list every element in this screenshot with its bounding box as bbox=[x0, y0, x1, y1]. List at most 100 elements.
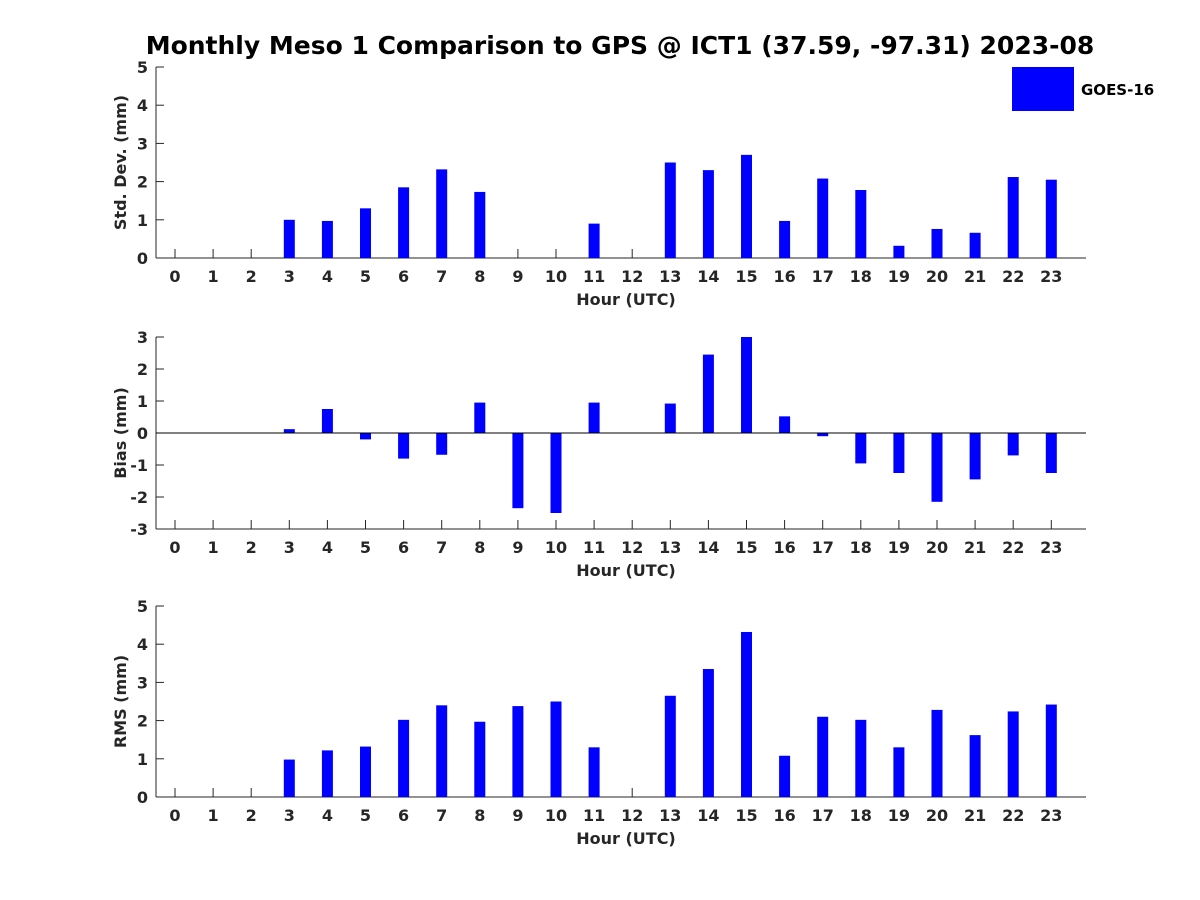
bar bbox=[550, 701, 562, 797]
y-tick-label: 1 bbox=[137, 392, 148, 411]
bar bbox=[817, 433, 829, 437]
legend: GOES-16 bbox=[1012, 67, 1154, 111]
x-tick-label: 23 bbox=[1040, 538, 1062, 557]
bar bbox=[664, 695, 676, 797]
y-tick-label: 0 bbox=[137, 788, 148, 807]
bar bbox=[817, 178, 829, 258]
legend-swatch bbox=[1012, 67, 1074, 111]
x-tick-label: 4 bbox=[322, 806, 333, 825]
bar bbox=[931, 709, 943, 797]
x-axis-label: Hour (UTC) bbox=[576, 829, 676, 848]
bar bbox=[283, 429, 295, 433]
x-axis-label: Hour (UTC) bbox=[576, 290, 676, 309]
bar bbox=[664, 403, 676, 433]
x-tick-label: 18 bbox=[850, 538, 872, 557]
x-tick-label: 22 bbox=[1002, 806, 1024, 825]
bar bbox=[321, 220, 333, 258]
x-tick-label: 8 bbox=[474, 538, 485, 557]
x-tick-label: 7 bbox=[436, 806, 447, 825]
x-tick-label: 12 bbox=[621, 538, 643, 557]
bar bbox=[741, 337, 752, 433]
bar bbox=[969, 232, 981, 258]
bar bbox=[855, 433, 867, 464]
bar bbox=[321, 750, 333, 797]
y-tick-label: 4 bbox=[137, 635, 148, 654]
x-tick-label: 13 bbox=[659, 806, 681, 825]
bar bbox=[588, 747, 600, 797]
bar bbox=[550, 433, 562, 513]
bar bbox=[931, 433, 943, 502]
x-tick-label: 5 bbox=[360, 538, 371, 557]
bar bbox=[664, 162, 676, 258]
x-tick-label: 8 bbox=[474, 267, 485, 286]
x-tick-label: 15 bbox=[735, 806, 757, 825]
bar bbox=[474, 191, 486, 258]
bar bbox=[855, 719, 867, 797]
bar bbox=[1045, 179, 1057, 258]
x-tick-label: 20 bbox=[926, 538, 948, 557]
x-tick-label: 19 bbox=[888, 538, 910, 557]
x-tick-label: 0 bbox=[169, 806, 180, 825]
bar bbox=[1007, 433, 1019, 456]
x-tick-label: 20 bbox=[926, 806, 948, 825]
bar bbox=[398, 719, 410, 797]
x-tick-label: 18 bbox=[850, 806, 872, 825]
x-tick-label: 6 bbox=[398, 806, 409, 825]
x-tick-label: 22 bbox=[1002, 267, 1024, 286]
y-axis-label: RMS (mm) bbox=[111, 655, 130, 748]
bar bbox=[588, 402, 600, 433]
x-tick-label: 18 bbox=[850, 267, 872, 286]
x-tick-label: 0 bbox=[169, 538, 180, 557]
bar bbox=[893, 245, 905, 258]
bar bbox=[398, 187, 410, 258]
bar bbox=[855, 190, 867, 258]
bar bbox=[474, 402, 486, 433]
x-tick-label: 5 bbox=[360, 267, 371, 286]
y-tick-label: -2 bbox=[130, 488, 148, 507]
bar bbox=[474, 721, 486, 797]
bar bbox=[969, 735, 981, 797]
bar bbox=[1007, 177, 1019, 258]
x-tick-label: 3 bbox=[284, 538, 295, 557]
bar bbox=[702, 354, 714, 433]
bar bbox=[360, 433, 371, 440]
x-tick-label: 16 bbox=[773, 267, 795, 286]
bar bbox=[283, 219, 295, 258]
bar bbox=[702, 170, 714, 258]
bar bbox=[1045, 433, 1057, 473]
x-tick-label: 9 bbox=[512, 267, 523, 286]
x-tick-label: 12 bbox=[621, 806, 643, 825]
x-tick-label: 1 bbox=[208, 538, 219, 557]
x-tick-label: 15 bbox=[735, 267, 757, 286]
bar bbox=[512, 706, 524, 797]
x-tick-label: 16 bbox=[773, 806, 795, 825]
bar bbox=[436, 169, 448, 258]
y-tick-label: 2 bbox=[137, 360, 148, 379]
y-tick-label: 5 bbox=[137, 58, 148, 77]
x-tick-label: 23 bbox=[1040, 806, 1062, 825]
bar bbox=[969, 433, 981, 480]
y-tick-label: -3 bbox=[130, 520, 148, 539]
x-tick-label: 11 bbox=[583, 538, 605, 557]
y-tick-label: 3 bbox=[137, 328, 148, 347]
y-tick-label: 2 bbox=[137, 173, 148, 192]
x-tick-label: 9 bbox=[512, 538, 523, 557]
x-tick-label: 2 bbox=[246, 267, 257, 286]
x-tick-label: 3 bbox=[284, 806, 295, 825]
x-tick-label: 14 bbox=[697, 538, 719, 557]
bar bbox=[931, 228, 943, 258]
y-tick-label: 5 bbox=[137, 597, 148, 616]
x-tick-label: 7 bbox=[436, 538, 447, 557]
x-tick-label: 21 bbox=[964, 267, 986, 286]
x-tick-label: 22 bbox=[1002, 538, 1024, 557]
y-tick-label: 0 bbox=[137, 424, 148, 443]
bar bbox=[817, 716, 829, 797]
x-tick-label: 3 bbox=[284, 267, 295, 286]
x-tick-label: 4 bbox=[322, 538, 333, 557]
y-tick-label: 4 bbox=[137, 96, 148, 115]
x-tick-label: 9 bbox=[512, 806, 523, 825]
y-tick-label: 0 bbox=[137, 249, 148, 268]
